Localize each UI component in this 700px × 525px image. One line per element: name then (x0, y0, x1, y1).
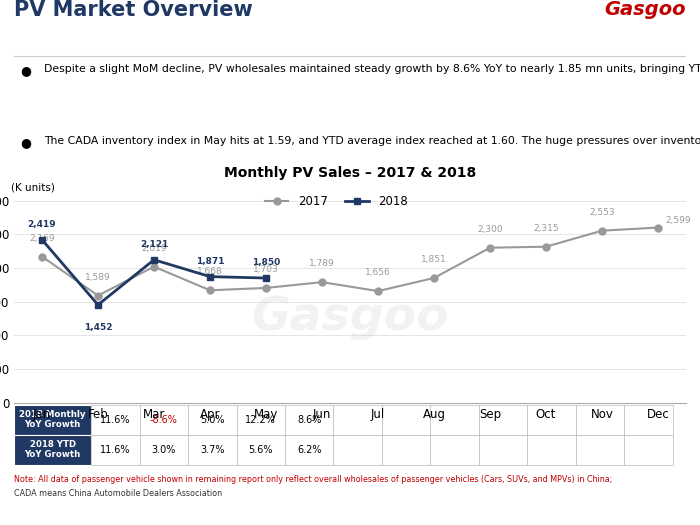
Bar (91, 405, 140, 435)
Text: 2,419: 2,419 (28, 219, 56, 228)
Bar (479, 405, 527, 435)
Bar (382, 435, 430, 465)
Bar (382, 405, 430, 435)
Text: 1,703: 1,703 (253, 265, 279, 274)
Text: 2,553: 2,553 (589, 208, 615, 217)
Text: Monthly PV Sales – 2017 & 2018: Monthly PV Sales – 2017 & 2018 (224, 166, 476, 180)
Text: 2,300: 2,300 (477, 225, 503, 234)
Text: 1,850: 1,850 (252, 258, 280, 267)
Text: -8.6%: -8.6% (150, 415, 178, 425)
Bar (624, 405, 673, 435)
Text: 3.7%: 3.7% (200, 445, 225, 455)
Text: (K units): (K units) (10, 183, 55, 193)
Text: 1,871: 1,871 (196, 257, 224, 266)
Text: 5.6%: 5.6% (248, 445, 273, 455)
Text: Note: All data of passenger vehicle shown in remaining report only reflect overa: Note: All data of passenger vehicle show… (14, 475, 612, 484)
Text: 5.0%: 5.0% (200, 415, 225, 425)
Text: PV Market Overview: PV Market Overview (14, 0, 253, 20)
Legend: 2017, 2018: 2017, 2018 (260, 190, 413, 213)
Bar (285, 435, 333, 465)
Bar (237, 405, 285, 435)
Text: 2,019: 2,019 (141, 244, 167, 253)
Text: 1,452: 1,452 (84, 323, 112, 332)
Text: 1,789: 1,789 (309, 259, 335, 268)
Bar (14, 405, 91, 435)
Text: ●: ● (21, 64, 32, 77)
Bar (333, 405, 382, 435)
Text: 6.2%: 6.2% (297, 445, 321, 455)
Text: 1,656: 1,656 (365, 268, 391, 277)
Bar (575, 435, 624, 465)
Text: 2018 Monthly
YoY Growth: 2018 Monthly YoY Growth (20, 410, 86, 429)
Text: 11.6%: 11.6% (100, 415, 131, 425)
Bar (527, 405, 575, 435)
Text: 12.2%: 12.2% (246, 415, 276, 425)
Text: 2,599: 2,599 (665, 216, 691, 225)
Bar (237, 435, 285, 465)
Bar (188, 405, 237, 435)
Bar (430, 405, 479, 435)
Bar (285, 405, 333, 435)
Bar (527, 435, 575, 465)
Bar (14, 435, 91, 465)
Bar (479, 435, 527, 465)
Text: Gasgoo Auto Research Institute  | <3>: Gasgoo Auto Research Institute | <3> (514, 506, 690, 515)
Text: 1,668: 1,668 (197, 267, 223, 276)
Text: CADA means China Automobile Dealers Association: CADA means China Automobile Dealers Asso… (14, 489, 222, 498)
Text: 11.6%: 11.6% (100, 445, 131, 455)
Text: 2,121: 2,121 (140, 239, 168, 249)
Text: 8.6%: 8.6% (297, 415, 321, 425)
Bar (624, 435, 673, 465)
Bar (188, 435, 237, 465)
Text: Despite a slight MoM decline, PV wholesales maintained steady growth by 8.6% YoY: Despite a slight MoM decline, PV wholesa… (44, 64, 700, 74)
Text: The CADA inventory index in May hits at 1.59, and YTD average index reached at 1: The CADA inventory index in May hits at … (44, 136, 700, 146)
Text: ©Gasgoo Ltd, 2018. All rights reserved: ©Gasgoo Ltd, 2018. All rights reserved (261, 506, 439, 515)
Bar (430, 435, 479, 465)
Text: 2018 YTD
YoY Growth: 2018 YTD YoY Growth (25, 440, 80, 459)
Text: 2,315: 2,315 (533, 224, 559, 233)
Bar (91, 435, 140, 465)
Bar (140, 435, 188, 465)
Text: 1,851: 1,851 (421, 255, 447, 264)
Bar (140, 405, 188, 435)
Text: 3.0%: 3.0% (152, 445, 176, 455)
Text: 1,589: 1,589 (85, 272, 111, 282)
Text: Data source: CPCA: Data source: CPCA (10, 506, 105, 515)
Bar (575, 405, 624, 435)
Text: ●: ● (21, 136, 32, 150)
Text: 2,169: 2,169 (29, 234, 55, 243)
Text: Gasgoo: Gasgoo (251, 295, 449, 340)
Bar (333, 435, 382, 465)
Text: Gasgoo: Gasgoo (605, 0, 686, 19)
